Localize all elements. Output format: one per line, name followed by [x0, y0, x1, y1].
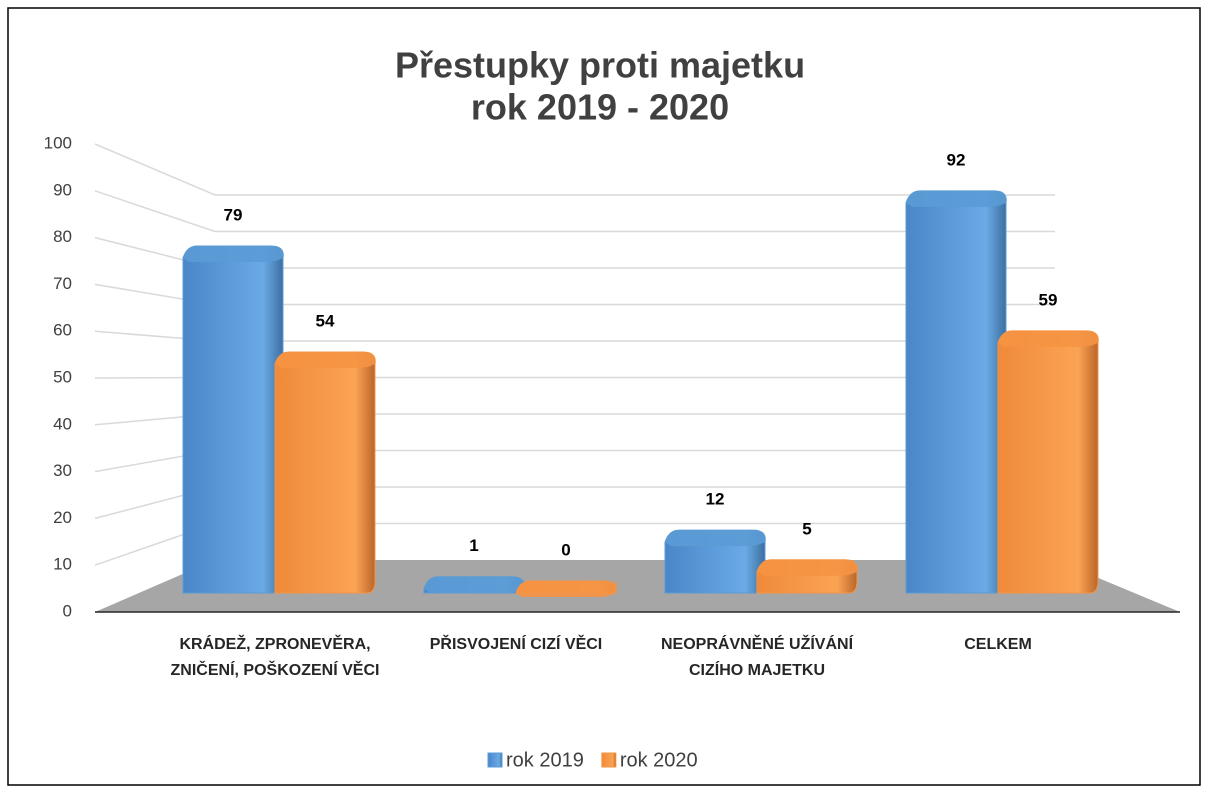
bar-top — [757, 559, 858, 576]
x-tick-label: NEOPRÁVNĚNÉ UŽÍVÁNÍ CIZÍHO MAJETKU — [660, 636, 854, 679]
value-label: 54 — [316, 312, 335, 331]
value-label: 0 — [561, 540, 570, 559]
bar-top — [424, 576, 525, 593]
grid-line — [94, 143, 1055, 196]
value-label: 92 — [947, 150, 966, 169]
legend-swatch — [601, 752, 617, 768]
value-label: 5 — [802, 519, 811, 538]
legend-swatch — [487, 752, 503, 768]
bar — [905, 190, 1007, 594]
y-tick-label: 50 — [53, 367, 72, 386]
y-tick-label: 30 — [53, 461, 72, 480]
y-tick-label: 90 — [53, 180, 72, 199]
chart-subtitle: rok 2019 - 2020 — [471, 87, 729, 128]
bar — [997, 330, 1099, 594]
y-tick-label: 70 — [53, 274, 72, 293]
value-label: 79 — [224, 206, 243, 225]
value-label: 59 — [1039, 290, 1058, 309]
grid-line — [94, 190, 1055, 233]
y-tick-label: 20 — [53, 508, 72, 527]
bar-top — [906, 190, 1007, 207]
bar-top — [516, 581, 617, 597]
bar — [182, 245, 284, 594]
chart-border — [7, 7, 1201, 786]
y-tick-label: 10 — [53, 555, 72, 574]
x-tick-label: KRÁDEŽ, ZPRONEVĚRA, ZNIČENÍ, POŠKOZENÍ V… — [170, 636, 380, 679]
chart-title: Přestupky proti majetku — [395, 45, 805, 86]
bar — [274, 351, 376, 594]
bar-top — [998, 330, 1099, 347]
legend-label: rok 2020 — [620, 749, 698, 771]
x-tick-label: CELKEM — [964, 636, 1032, 653]
bar-top — [183, 246, 284, 263]
y-tick-label: 40 — [53, 414, 72, 433]
value-label: 1 — [469, 536, 478, 555]
y-tick-label: 100 — [44, 133, 72, 152]
y-tick-label: 80 — [53, 227, 72, 246]
y-tick-label: 0 — [63, 601, 72, 620]
y-tick-label: 60 — [53, 321, 72, 340]
value-label: 12 — [706, 490, 725, 509]
bar-top — [275, 352, 376, 369]
bar-top — [665, 530, 766, 547]
x-tick-label: PŘISVOJENÍ CIZÍ VĚCI — [429, 636, 603, 653]
legend-label: rok 2019 — [506, 749, 584, 771]
